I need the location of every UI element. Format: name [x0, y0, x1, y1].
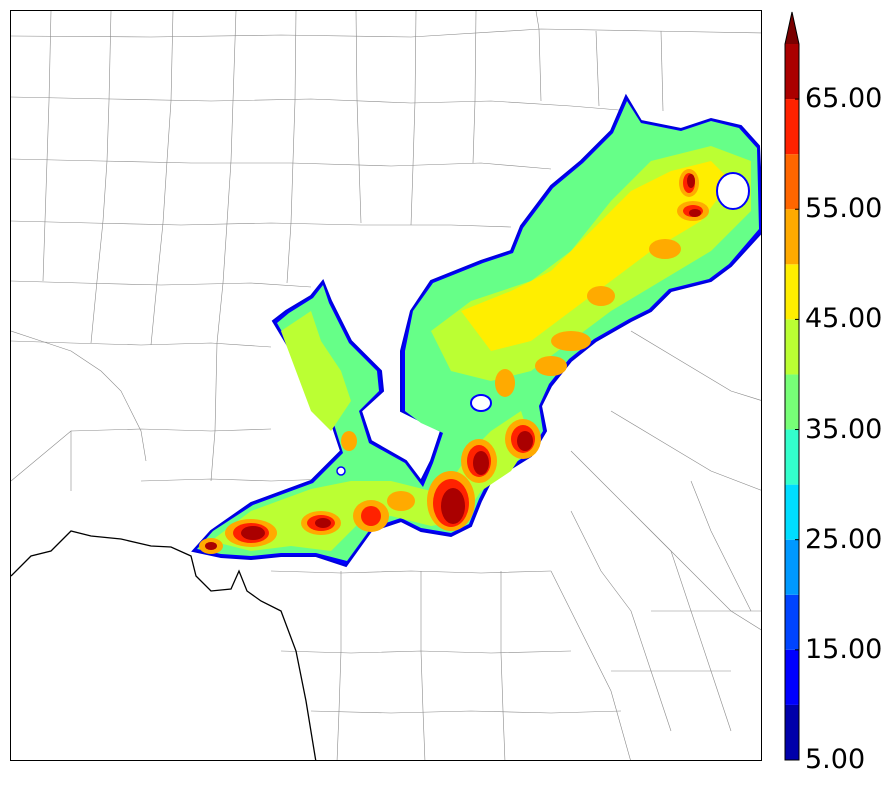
- map-panel: [10, 10, 762, 761]
- rio-grande-border: [11, 530, 317, 760]
- county-borders: [11, 11, 761, 760]
- colorbar-tick-label: 15.00: [805, 633, 883, 665]
- colorbar-tick-label: 35.00: [805, 413, 883, 445]
- precipitation-swath: [191, 93, 761, 568]
- colorbar-tick-label: 25.00: [805, 523, 883, 555]
- colorbar-extend-arrow: [785, 12, 799, 44]
- colorbar-bin: [785, 704, 799, 760]
- colorbar-bin: [785, 99, 799, 155]
- colorbar-bin: [785, 429, 799, 485]
- colorbar-bin: [785, 209, 799, 265]
- colorbar-bin: [785, 319, 799, 375]
- colorbar-bin: [785, 374, 799, 430]
- colorbar-tick-label: 65.00: [805, 83, 883, 115]
- colorbar-bin: [785, 539, 799, 595]
- colorbar-tick-label: 55.00: [805, 193, 883, 225]
- colorbar-bin: [785, 44, 799, 100]
- colorbar-bin: [785, 649, 799, 705]
- colorbar-tick-label: 45.00: [805, 303, 883, 335]
- colorbar-bin: [785, 264, 799, 320]
- colorbar-bins: [784, 11, 800, 761]
- colorbar-bin: [785, 484, 799, 540]
- colorbar-bin: [785, 154, 799, 210]
- colorbar-tick-label: 5.00: [805, 744, 866, 775]
- colorbar: 5.00 15.00 25.00 35.00 45.00 55.00 65.00: [783, 8, 894, 778]
- colorbar-bin: [785, 594, 799, 650]
